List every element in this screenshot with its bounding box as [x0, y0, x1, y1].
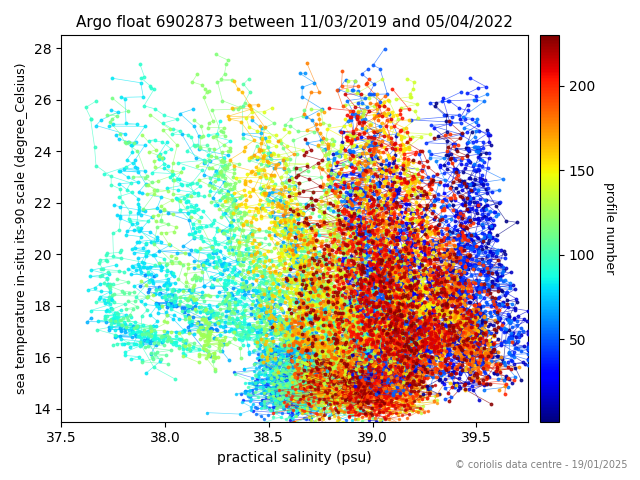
X-axis label: practical salinity (psu): practical salinity (psu) [218, 451, 372, 465]
Text: © coriolis data centre - 19/01/2025: © coriolis data centre - 19/01/2025 [454, 460, 627, 470]
Title: Argo float 6902873 between 11/03/2019 and 05/04/2022: Argo float 6902873 between 11/03/2019 an… [76, 15, 513, 30]
Y-axis label: sea temperature in-situ its-90 scale (degree_Celsius): sea temperature in-situ its-90 scale (de… [15, 63, 28, 394]
Y-axis label: profile number: profile number [603, 182, 616, 275]
